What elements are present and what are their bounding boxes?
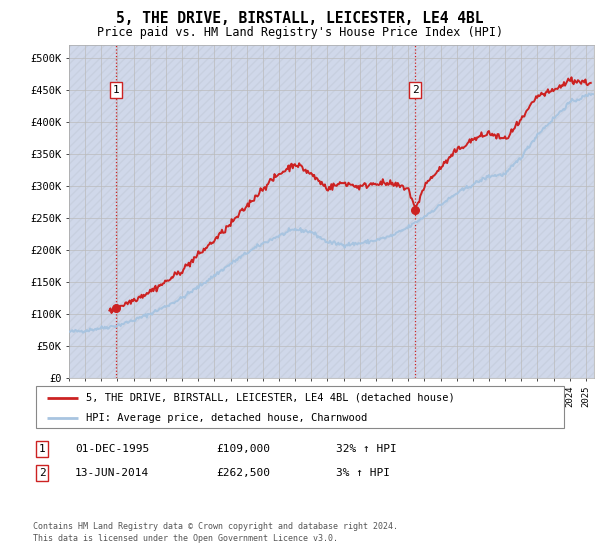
Text: 5, THE DRIVE, BIRSTALL, LEICESTER, LE4 4BL: 5, THE DRIVE, BIRSTALL, LEICESTER, LE4 4…: [116, 11, 484, 26]
Text: HPI: Average price, detached house, Charnwood: HPI: Average price, detached house, Char…: [86, 413, 367, 423]
Text: £262,500: £262,500: [216, 468, 270, 478]
Text: 1: 1: [113, 85, 119, 95]
Text: 1: 1: [38, 444, 46, 454]
Text: 5, THE DRIVE, BIRSTALL, LEICESTER, LE4 4BL (detached house): 5, THE DRIVE, BIRSTALL, LEICESTER, LE4 4…: [86, 393, 455, 403]
Text: 3% ↑ HPI: 3% ↑ HPI: [336, 468, 390, 478]
Text: 2: 2: [38, 468, 46, 478]
Text: 32% ↑ HPI: 32% ↑ HPI: [336, 444, 397, 454]
FancyBboxPatch shape: [36, 386, 564, 428]
Text: £109,000: £109,000: [216, 444, 270, 454]
Text: 01-DEC-1995: 01-DEC-1995: [75, 444, 149, 454]
Text: Contains HM Land Registry data © Crown copyright and database right 2024.
This d: Contains HM Land Registry data © Crown c…: [33, 522, 398, 543]
Text: Price paid vs. HM Land Registry's House Price Index (HPI): Price paid vs. HM Land Registry's House …: [97, 26, 503, 39]
Text: 2: 2: [412, 85, 419, 95]
Text: 13-JUN-2014: 13-JUN-2014: [75, 468, 149, 478]
